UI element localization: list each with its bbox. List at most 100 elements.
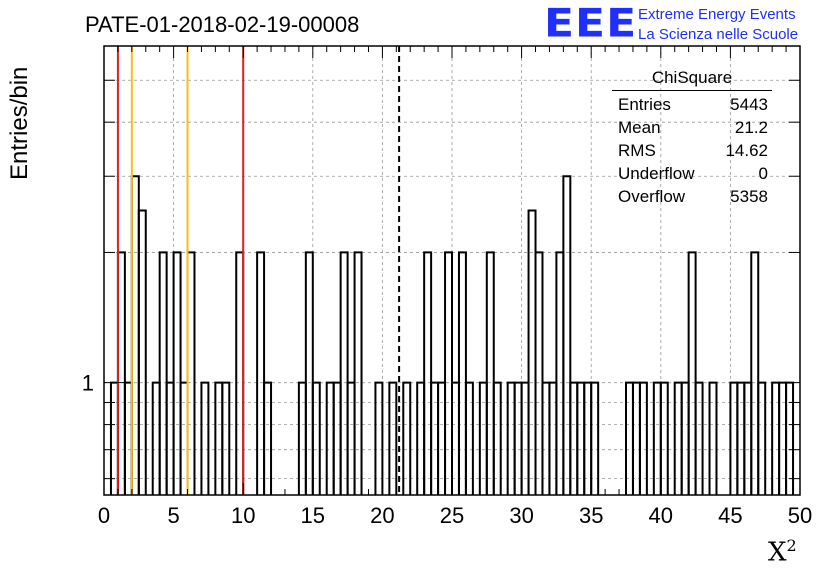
histogram-bin bbox=[130, 175, 140, 495]
histogram-bin bbox=[485, 251, 495, 495]
histogram-bin bbox=[186, 251, 196, 495]
stats-label: Mean bbox=[618, 118, 661, 137]
eee-logo-mark: EEE bbox=[544, 0, 638, 47]
histogram-bin bbox=[520, 381, 530, 495]
histogram-bin bbox=[151, 381, 161, 495]
stats-label: Entries bbox=[618, 95, 671, 114]
histogram-bin bbox=[297, 381, 307, 495]
logo-line-2: La Scienza nelle Scuole bbox=[638, 26, 799, 43]
stats-label: RMS bbox=[618, 141, 656, 160]
histogram-bin bbox=[729, 381, 739, 495]
x-axis-ticks: 0 5 10 15 20 25 30 35 40 45 50 bbox=[98, 46, 812, 528]
stats-value: 5358 bbox=[730, 187, 768, 206]
stats-row-mean: Mean 21.2 bbox=[612, 116, 772, 139]
y-tick-label: 1 bbox=[82, 371, 94, 396]
x-axis-label: X2 bbox=[768, 536, 797, 568]
histogram-bin bbox=[179, 381, 189, 495]
x-tick-label: 50 bbox=[788, 503, 812, 528]
x-axis-label-superscript: 2 bbox=[786, 536, 797, 555]
histogram-bin bbox=[221, 381, 231, 495]
histogram-bin bbox=[652, 381, 662, 495]
histogram-bin bbox=[346, 381, 356, 495]
histogram-bin bbox=[430, 381, 440, 495]
histogram-bin bbox=[590, 381, 600, 495]
stats-value: 21.2 bbox=[734, 118, 768, 137]
histogram-bin bbox=[576, 381, 586, 495]
histogram-bin bbox=[374, 381, 384, 495]
histogram-bin bbox=[339, 251, 349, 495]
stats-label: Overflow bbox=[618, 187, 686, 206]
histogram-bin bbox=[750, 251, 760, 495]
histogram-bin bbox=[527, 209, 537, 495]
histogram-bin bbox=[583, 381, 593, 495]
reference-lines bbox=[116, 46, 401, 495]
histogram-bin bbox=[680, 381, 690, 495]
histogram-bin bbox=[451, 381, 460, 495]
stats-row-underflow: Underflow 0 bbox=[612, 162, 772, 185]
histogram-bin bbox=[304, 251, 314, 495]
x-tick-label: 10 bbox=[231, 503, 255, 528]
histogram-bin bbox=[569, 381, 579, 495]
histogram-bin bbox=[673, 381, 683, 495]
histogram-bin bbox=[625, 381, 634, 495]
histogram-bin bbox=[325, 381, 335, 495]
histogram-bin bbox=[444, 251, 453, 495]
stats-value: 0 bbox=[758, 164, 768, 183]
histogram-bin bbox=[555, 251, 565, 495]
x-tick-label: 0 bbox=[98, 503, 110, 528]
histogram-bin bbox=[771, 381, 781, 495]
y-axis-label: Entries/bin bbox=[6, 66, 33, 180]
histogram-bin bbox=[743, 381, 753, 495]
histogram-bin bbox=[638, 381, 648, 495]
stats-box: ChiSquare Entries 5443 Mean 21.2 RMS 14.… bbox=[612, 68, 772, 208]
histogram-bin bbox=[353, 251, 363, 495]
histogram-bin bbox=[423, 251, 433, 495]
histogram-bin bbox=[478, 381, 488, 495]
histogram-bin bbox=[256, 251, 266, 495]
stats-title: ChiSquare bbox=[612, 68, 772, 91]
histogram-bin bbox=[534, 251, 544, 495]
histogram-bin bbox=[492, 381, 502, 495]
histogram-bin bbox=[109, 381, 119, 495]
x-tick-label: 45 bbox=[718, 503, 742, 528]
histogram-bin bbox=[263, 381, 273, 495]
histogram-bin bbox=[332, 381, 342, 495]
x-tick-label: 40 bbox=[649, 503, 673, 528]
histogram-bin bbox=[214, 381, 224, 495]
histogram-bin bbox=[235, 251, 245, 495]
histogram-bin bbox=[659, 381, 669, 495]
histogram-bin bbox=[708, 381, 718, 495]
histogram-bars bbox=[109, 175, 795, 495]
chart-title: PATE-01-2018-02-19-00008 bbox=[85, 12, 360, 37]
histogram-bin bbox=[694, 381, 704, 495]
histogram-bin bbox=[785, 381, 795, 495]
histogram-bin bbox=[736, 381, 746, 495]
histogram-bin bbox=[457, 251, 467, 495]
histogram-bin bbox=[541, 381, 551, 495]
x-tick-label: 20 bbox=[370, 503, 394, 528]
stats-row-overflow: Overflow 5358 bbox=[612, 185, 772, 208]
x-tick-label: 15 bbox=[301, 503, 325, 528]
histogram-bin bbox=[464, 381, 474, 495]
histogram-bin bbox=[402, 381, 412, 495]
histogram-bin bbox=[778, 381, 788, 495]
x-tick-label: 30 bbox=[509, 503, 533, 528]
histogram-bin bbox=[757, 381, 767, 495]
histogram-bin bbox=[165, 381, 175, 495]
histogram-bin bbox=[123, 381, 133, 495]
y-axis-ticks: 1 bbox=[82, 45, 800, 480]
histogram-bin bbox=[437, 381, 447, 495]
stats-row-entries: Entries 5443 bbox=[612, 93, 772, 116]
histogram-bin bbox=[562, 175, 572, 495]
logo-line-1: Extreme Energy Events bbox=[638, 6, 796, 23]
histogram-bin bbox=[200, 381, 210, 495]
histogram-bin bbox=[687, 251, 697, 495]
histogram-bin bbox=[388, 381, 398, 495]
histogram-bin bbox=[513, 381, 523, 495]
histogram-bin bbox=[311, 381, 321, 495]
x-axis-label-base: X bbox=[768, 537, 787, 568]
histogram-bin bbox=[116, 251, 126, 495]
histogram-bin bbox=[158, 251, 168, 495]
histogram-bin bbox=[506, 381, 516, 495]
